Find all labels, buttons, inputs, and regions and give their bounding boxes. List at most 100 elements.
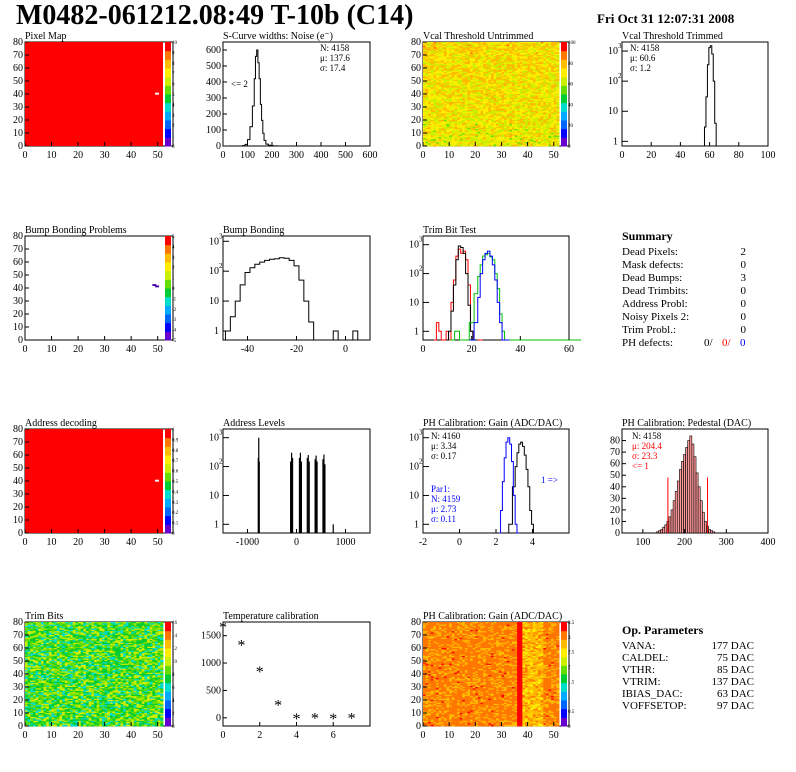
- heatmap-cell: [480, 84, 484, 87]
- heatmap-cell: [433, 125, 437, 127]
- heatmap-cell: [449, 90, 453, 92]
- heatmap-cell: [498, 71, 502, 74]
- color-scale-label: 0.2: [172, 511, 179, 516]
- heatmap-cell: [423, 88, 427, 91]
- heatmap-cell: [501, 84, 505, 87]
- heatmap-cell: [488, 47, 492, 49]
- histogram-bar: [712, 531, 716, 534]
- heatmap-cell: [454, 101, 458, 104]
- heatmap-cell: [496, 52, 500, 55]
- heatmap-cell: [493, 57, 497, 60]
- heatmap-cell: [496, 87, 500, 90]
- heatmap-cell: [449, 108, 453, 110]
- heatmap-cell: [488, 57, 492, 60]
- color-scale-segment: [165, 472, 171, 482]
- heatmap-cell: [501, 55, 505, 57]
- heatmap-cell: [430, 105, 434, 108]
- heatmap-cell: [480, 120, 484, 122]
- heatmap-cell: [475, 58, 479, 61]
- heatmap-cell: [428, 75, 432, 78]
- heatmap-cell: [449, 101, 453, 104]
- heatmap-cell: [459, 103, 463, 105]
- heatmap-cell: [470, 78, 474, 81]
- y-tick-label: 1: [414, 519, 419, 530]
- heatmap-cell: [425, 142, 429, 144]
- heatmap-cell: [467, 104, 471, 107]
- heatmap-cell: [475, 70, 479, 73]
- heatmap-cell: [496, 105, 500, 108]
- heatmap-cell: [451, 139, 455, 142]
- heatmap-cell: [498, 99, 502, 101]
- heatmap-cell: [464, 44, 468, 47]
- x-tick-label: 0: [221, 150, 226, 161]
- heatmap-cell: [433, 79, 437, 82]
- color-scale-segment: [165, 630, 171, 640]
- heatmap-cell: [467, 44, 471, 47]
- heatmap-cell: [449, 75, 453, 78]
- y-tick-label: 50: [610, 470, 620, 481]
- heatmap-cell: [436, 143, 440, 146]
- heatmap-cell: [485, 79, 489, 82]
- stat-text: μ: 2.73: [431, 504, 457, 514]
- heatmap-cell: [488, 43, 492, 45]
- heatmap-cell: [449, 70, 453, 73]
- heatmap-cell: [438, 130, 442, 133]
- heatmap-cell: [438, 47, 442, 49]
- heatmap-cell: [446, 51, 450, 53]
- heatmap-cell: [496, 71, 500, 74]
- heatmap-cell: [470, 140, 474, 143]
- heatmap-cell: [423, 135, 427, 138]
- heatmap-cell: [483, 144, 487, 147]
- heatmap-cell: [454, 129, 458, 131]
- heatmap-cell: [457, 117, 461, 120]
- heatmap-cell: [462, 65, 466, 68]
- heatmap-cell: [493, 130, 497, 133]
- heatmap-cell: [472, 118, 476, 121]
- heatmap-cell: [488, 126, 492, 129]
- heatmap-cell: [438, 103, 442, 105]
- heatmap-cell: [423, 91, 427, 94]
- heatmap-cell: [480, 109, 484, 112]
- heatmap-cell: [491, 131, 495, 134]
- heatmap-cell: [501, 52, 505, 55]
- heatmap-cell: [485, 122, 489, 125]
- plot-frame: [222, 235, 371, 341]
- heatmap-cell: [498, 117, 502, 120]
- heatmap-cell: [441, 44, 445, 47]
- heatmap-cell: [446, 42, 450, 44]
- heatmap-cell: [428, 99, 432, 101]
- heatmap-cell: [462, 94, 466, 96]
- heatmap-cell: [428, 79, 432, 82]
- heatmap-cell: [477, 126, 481, 129]
- x-tick-label: 40: [675, 150, 685, 161]
- heatmap-cell: [488, 105, 492, 108]
- heatmap-cell: [446, 130, 450, 133]
- heatmap-cell: [477, 116, 481, 118]
- heatmap-cell: [467, 131, 471, 134]
- heatmap-cell: [472, 123, 476, 126]
- heatmap-cell: [428, 87, 432, 90]
- heatmap-cell: [457, 134, 461, 136]
- heatmap-cell: [459, 109, 463, 112]
- heatmap-cell: [438, 83, 442, 86]
- heatmap-cell: [493, 86, 497, 88]
- heatmap-cell: [428, 116, 432, 118]
- heatmap-cell: [472, 73, 476, 75]
- heatmap-cell: [496, 97, 500, 100]
- heatmap-cell: [488, 66, 492, 69]
- heatmap-cell: [443, 51, 447, 53]
- color-scale-segment: [165, 137, 171, 147]
- heatmap-cell: [428, 123, 432, 126]
- heatmap-cell: [462, 122, 466, 125]
- heatmap-cell: [430, 82, 434, 84]
- heatmap-cell: [457, 142, 461, 144]
- heatmap-cell: [446, 133, 450, 135]
- heatmap-cell: [443, 77, 447, 79]
- heatmap-cell: [454, 144, 458, 147]
- histogram-line: [224, 257, 359, 341]
- heatmap-cell: [472, 42, 476, 44]
- heatmap-cell: [491, 42, 495, 44]
- heatmap-cell: [472, 52, 476, 55]
